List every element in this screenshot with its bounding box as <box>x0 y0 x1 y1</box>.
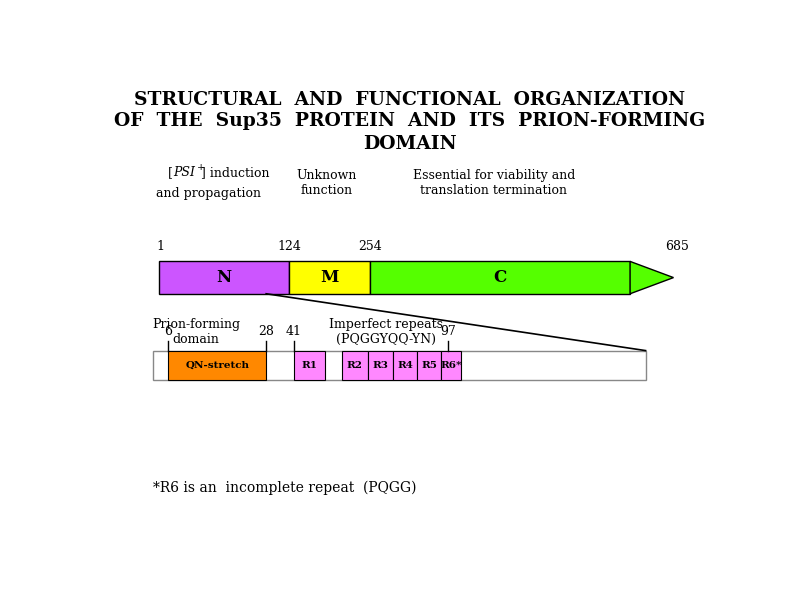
Text: 1: 1 <box>156 240 164 253</box>
Text: Prion-forming
domain: Prion-forming domain <box>152 318 240 346</box>
Text: Essential for viability and
translation termination: Essential for viability and translation … <box>413 169 575 197</box>
FancyBboxPatch shape <box>159 262 289 294</box>
Text: R1: R1 <box>302 361 318 370</box>
Text: [: [ <box>168 166 173 179</box>
Text: Imperfect repeats
(PQGGYQQ-YN): Imperfect repeats (PQGGYQQ-YN) <box>330 318 443 346</box>
FancyBboxPatch shape <box>441 351 462 380</box>
FancyBboxPatch shape <box>368 351 393 380</box>
Text: ] induction: ] induction <box>201 166 270 179</box>
Text: *R6 is an  incomplete repeat  (PQGG): *R6 is an incomplete repeat (PQGG) <box>153 481 416 495</box>
Text: 254: 254 <box>358 240 382 253</box>
FancyBboxPatch shape <box>289 262 370 294</box>
Text: 124: 124 <box>277 240 301 253</box>
Text: R4: R4 <box>397 361 413 370</box>
Text: 28: 28 <box>258 325 274 338</box>
FancyBboxPatch shape <box>393 351 418 380</box>
Text: M: M <box>320 269 338 286</box>
Text: 97: 97 <box>441 325 456 338</box>
Text: and propagation: and propagation <box>156 187 261 200</box>
Text: 6: 6 <box>164 325 172 338</box>
Text: N: N <box>217 269 231 286</box>
Text: PSI: PSI <box>173 166 195 179</box>
Text: C: C <box>494 269 506 286</box>
Text: STRUCTURAL  AND  FUNCTIONAL  ORGANIZATION: STRUCTURAL AND FUNCTIONAL ORGANIZATION <box>134 91 686 109</box>
Text: QN-stretch: QN-stretch <box>185 361 249 370</box>
FancyBboxPatch shape <box>370 262 630 294</box>
Polygon shape <box>630 262 674 294</box>
Text: R3: R3 <box>372 361 388 370</box>
Text: Unknown
function: Unknown function <box>296 169 357 197</box>
Text: DOMAIN: DOMAIN <box>363 134 457 152</box>
Text: 41: 41 <box>286 325 302 338</box>
Text: OF  THE  Sup35  PROTEIN  AND  ITS  PRION-FORMING: OF THE Sup35 PROTEIN AND ITS PRION-FORMI… <box>114 112 706 130</box>
Text: R2: R2 <box>347 361 363 370</box>
Text: R6*: R6* <box>441 361 462 370</box>
Text: 685: 685 <box>665 240 689 253</box>
FancyBboxPatch shape <box>418 351 441 380</box>
FancyBboxPatch shape <box>294 351 325 380</box>
Text: +: + <box>197 163 205 172</box>
Text: R5: R5 <box>422 361 437 370</box>
FancyBboxPatch shape <box>153 351 646 380</box>
FancyBboxPatch shape <box>168 351 266 380</box>
FancyBboxPatch shape <box>342 351 368 380</box>
